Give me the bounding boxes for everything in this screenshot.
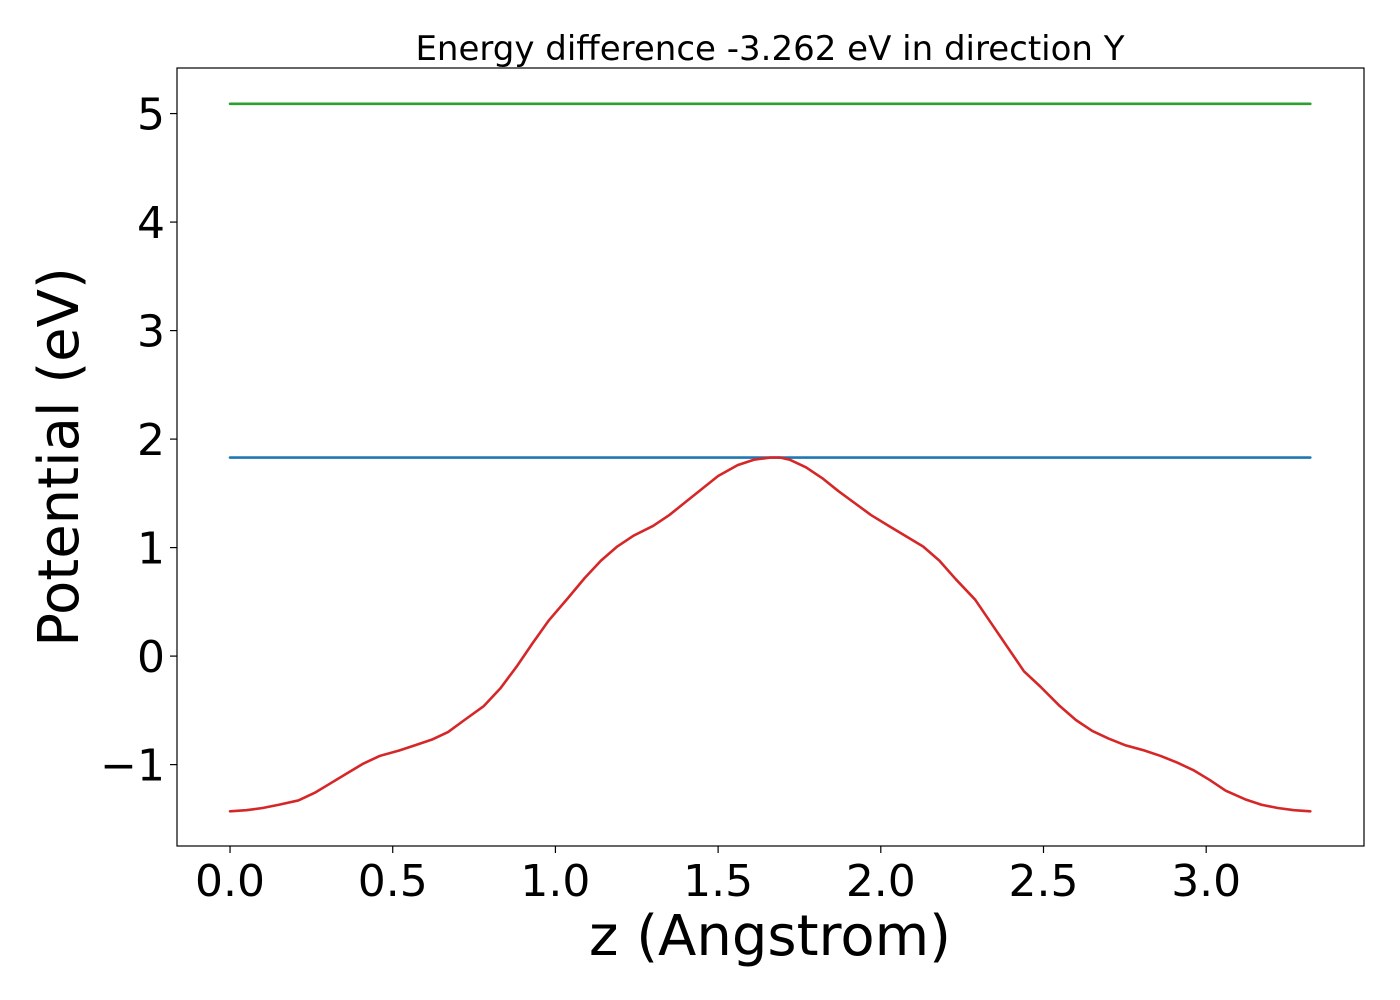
series-line-3 [228, 456, 1312, 813]
y-tick-label-2: 1 [137, 524, 165, 575]
x-axis: 0.0 0.5 1.0 1.5 2.0 2.5 3.0 [195, 846, 1241, 907]
y-tick-label-5: 4 [137, 198, 165, 249]
y-axis-label: Potential (eV) [27, 267, 92, 647]
y-axis: −1 0 1 2 3 4 5 [100, 90, 177, 792]
y-tick-label-3: 2 [137, 415, 165, 466]
series-layer [228, 102, 1312, 813]
plot-frame [176, 67, 1365, 847]
x-tick-label-3: 1.5 [683, 856, 753, 907]
x-tick-label-4: 2.0 [846, 856, 916, 907]
y-tick-label-1: 0 [137, 632, 165, 683]
x-tick-label-5: 2.5 [1009, 856, 1079, 907]
chart-title: Energy difference -3.262 eV in direction… [415, 29, 1124, 69]
y-tick-label-4: 3 [137, 307, 165, 358]
x-tick-label-6: 3.0 [1171, 856, 1241, 907]
x-tick-label-2: 1.0 [520, 856, 590, 907]
x-tick-label-0: 0.0 [195, 856, 265, 907]
y-tick-label-6: 5 [137, 90, 165, 141]
x-axis-label: z (Angstrom) [589, 904, 951, 969]
x-tick-label-1: 0.5 [358, 856, 428, 907]
y-tick-label-0: −1 [100, 741, 165, 792]
